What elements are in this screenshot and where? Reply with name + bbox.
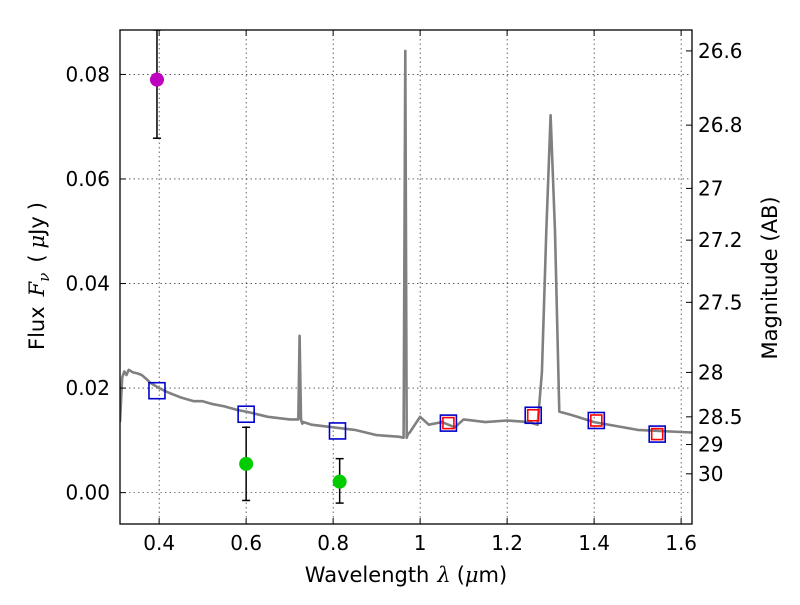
observed-photometry-square bbox=[590, 414, 603, 427]
y2-tick-label: 29 bbox=[698, 433, 723, 457]
detection-point bbox=[149, 72, 164, 87]
plot-frame bbox=[119, 29, 693, 525]
tick-layer: 0.4 0.6 0.8 1 1.2 1.4 1.6 0.00 0.02 0.04 0.06 0.08 2… bbox=[65, 30, 743, 555]
x-tick-label: 1.4 bbox=[578, 531, 610, 555]
x-tick-label: 0.4 bbox=[143, 531, 175, 555]
y2-tick-label: 30 bbox=[698, 462, 723, 486]
spectrum-line bbox=[120, 49, 692, 440]
x-axis-label: Wavelength λ (μm) bbox=[305, 563, 507, 587]
y2-tick-label: 28.5 bbox=[698, 405, 743, 429]
y2-tick-label: 27.2 bbox=[698, 228, 743, 252]
model-photometry-square bbox=[328, 422, 347, 440]
model-photometry-square bbox=[524, 406, 543, 425]
observed-photometry-square bbox=[526, 408, 540, 422]
x-tick-label: 0.8 bbox=[317, 531, 349, 555]
upper-limit-point bbox=[332, 474, 347, 489]
observed-photometry-square bbox=[650, 427, 664, 441]
model-photometry-square bbox=[587, 411, 606, 430]
y-axis-label: FluxFν(μJy) bbox=[25, 202, 53, 350]
observed-photometry-square bbox=[442, 416, 455, 430]
y2-tick-label: 28 bbox=[698, 360, 723, 384]
upper-limit-point bbox=[239, 456, 254, 471]
y2-axis-label: Magnitude (AB) bbox=[758, 196, 782, 359]
x-tick-label: 1.6 bbox=[665, 531, 697, 555]
series-group bbox=[120, 30, 692, 504]
model-photometry-square bbox=[648, 425, 667, 443]
y-tick-label: 0.08 bbox=[65, 62, 110, 86]
y2-tick-label: 26.6 bbox=[698, 39, 743, 63]
data-layer bbox=[120, 30, 692, 504]
y-tick-label: 0.06 bbox=[65, 167, 110, 191]
model-photometry-square bbox=[439, 414, 458, 432]
model-photometry-square bbox=[237, 405, 255, 424]
y2-tick-label: 26.8 bbox=[698, 113, 743, 137]
y-tick-label: 0.02 bbox=[65, 376, 110, 400]
x-tick-label: 1 bbox=[414, 531, 427, 555]
y-tick-label: 0.00 bbox=[65, 481, 110, 505]
y-tick-label: 0.04 bbox=[65, 272, 110, 296]
x-tick-label: 0.6 bbox=[230, 531, 262, 555]
model-photometry-square bbox=[148, 381, 166, 400]
y2-tick-label: 27.5 bbox=[698, 290, 743, 314]
grid-layer bbox=[120, 30, 692, 524]
y2-tick-label: 27 bbox=[698, 176, 723, 200]
x-tick-label: 1.2 bbox=[491, 531, 523, 555]
